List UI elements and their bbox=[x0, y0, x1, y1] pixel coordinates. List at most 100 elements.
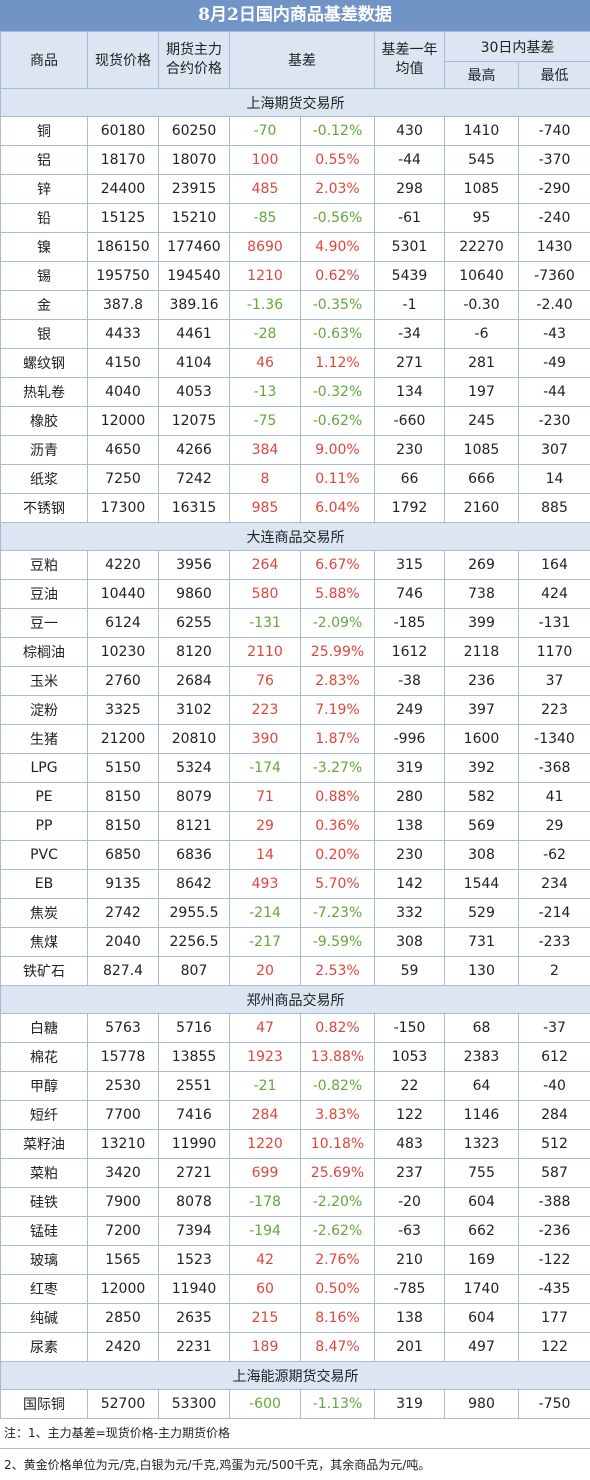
cell-basis: 8 bbox=[229, 464, 301, 494]
cell-futures: 11940 bbox=[158, 1274, 230, 1304]
cell-spot: 6124 bbox=[87, 608, 159, 638]
cell-spot: 3420 bbox=[87, 1158, 159, 1188]
cell-futures: 12075 bbox=[158, 406, 230, 436]
cell-30d-high: 980 bbox=[444, 1389, 519, 1419]
cell-basis: 2110 bbox=[229, 637, 301, 667]
cell-30d-low: -1340 bbox=[517, 724, 590, 754]
cell-spot: 3325 bbox=[87, 695, 159, 725]
cell-30d-low: 885 bbox=[517, 493, 590, 523]
cell-futures: 60250 bbox=[158, 116, 230, 146]
cell-30d-low: -62 bbox=[517, 840, 590, 870]
cell-commodity: 铅 bbox=[0, 203, 88, 233]
col-header-futures: 期货主力合约价格 bbox=[158, 31, 230, 89]
cell-basis-pct: 0.82% bbox=[300, 1013, 375, 1043]
cell-basis-1y-avg: 1612 bbox=[374, 637, 445, 667]
cell-basis-pct: -7.23% bbox=[300, 898, 375, 928]
cell-basis: 71 bbox=[229, 782, 301, 812]
cell-30d-high: 392 bbox=[444, 753, 519, 783]
col-header-high: 最高 bbox=[444, 61, 519, 89]
cell-commodity: 生猪 bbox=[0, 724, 88, 754]
cell-commodity: 热轧卷 bbox=[0, 377, 88, 407]
cell-futures: 2635 bbox=[158, 1303, 230, 1333]
cell-basis-pct: 2.83% bbox=[300, 666, 375, 696]
cell-30d-low: -290 bbox=[517, 174, 590, 204]
cell-spot: 10230 bbox=[87, 637, 159, 667]
table-row: 尿素 2420 2231 189 8.47% 201 497 122 bbox=[0, 1332, 590, 1362]
cell-commodity: 镍 bbox=[0, 232, 88, 262]
cell-30d-high: 269 bbox=[444, 550, 519, 580]
cell-commodity: PE bbox=[0, 782, 88, 812]
cell-30d-low: -233 bbox=[517, 927, 590, 957]
cell-basis-pct: -0.56% bbox=[300, 203, 375, 233]
table-row: 淀粉 3325 3102 223 7.19% 249 397 223 bbox=[0, 695, 590, 725]
table-row: 短纤 7700 7416 284 3.83% 122 1146 284 bbox=[0, 1100, 590, 1130]
cell-basis: 189 bbox=[229, 1332, 301, 1362]
cell-30d-high: 545 bbox=[444, 145, 519, 175]
table-row: 铁矿石 827.4 807 20 2.53% 59 130 2 bbox=[0, 956, 590, 986]
cell-30d-high: 245 bbox=[444, 406, 519, 436]
table-row: 纸浆 7250 7242 8 0.11% 66 666 14 bbox=[0, 464, 590, 494]
cell-30d-low: -388 bbox=[517, 1187, 590, 1217]
cell-spot: 8150 bbox=[87, 782, 159, 812]
cell-commodity: 沥青 bbox=[0, 435, 88, 465]
cell-basis-1y-avg: -34 bbox=[374, 319, 445, 349]
table-row: 玉米 2760 2684 76 2.83% -38 236 37 bbox=[0, 666, 590, 696]
cell-30d-low: 2 bbox=[517, 956, 590, 986]
cell-basis: -28 bbox=[229, 319, 301, 349]
cell-basis: -21 bbox=[229, 1071, 301, 1101]
cell-30d-low: 1170 bbox=[517, 637, 590, 667]
cell-futures: 11990 bbox=[158, 1129, 230, 1159]
cell-basis-1y-avg: 315 bbox=[374, 550, 445, 580]
cell-basis-pct: -0.63% bbox=[300, 319, 375, 349]
cell-basis-1y-avg: -996 bbox=[374, 724, 445, 754]
cell-futures: 8120 bbox=[158, 637, 230, 667]
cell-spot: 12000 bbox=[87, 1274, 159, 1304]
table-row: 菜籽油 13210 11990 1220 10.18% 483 1323 512 bbox=[0, 1129, 590, 1159]
cell-30d-high: 497 bbox=[444, 1332, 519, 1362]
cell-basis-pct: 2.53% bbox=[300, 956, 375, 986]
cell-basis-1y-avg: 298 bbox=[374, 174, 445, 204]
cell-spot: 21200 bbox=[87, 724, 159, 754]
cell-basis-1y-avg: 1792 bbox=[374, 493, 445, 523]
cell-basis: -70 bbox=[229, 116, 301, 146]
cell-basis: -174 bbox=[229, 753, 301, 783]
cell-spot: 2760 bbox=[87, 666, 159, 696]
cell-basis-pct: -2.09% bbox=[300, 608, 375, 638]
cell-basis-pct: -9.59% bbox=[300, 927, 375, 957]
cell-30d-low: 612 bbox=[517, 1042, 590, 1072]
cell-basis-pct: 0.55% bbox=[300, 145, 375, 175]
table-row: EB 9135 8642 493 5.70% 142 1544 234 bbox=[0, 869, 590, 899]
cell-basis-1y-avg: 280 bbox=[374, 782, 445, 812]
section-title: 大连商品交易所 bbox=[0, 522, 590, 551]
table-row: 国际铜 52700 53300 -600 -1.13% 319 980 -750 bbox=[0, 1389, 590, 1419]
cell-futures: 5716 bbox=[158, 1013, 230, 1043]
table-row: 银 4433 4461 -28 -0.63% -34 -6 -43 bbox=[0, 319, 590, 349]
cell-commodity: 螺纹钢 bbox=[0, 348, 88, 378]
cell-futures: 2684 bbox=[158, 666, 230, 696]
cell-30d-high: -0.30 bbox=[444, 290, 519, 320]
cell-basis: 46 bbox=[229, 348, 301, 378]
table-body: 上海期货交易所铜 60180 60250 -70 -0.12% 430 1410 -740 铝 1… bbox=[0, 88, 590, 1419]
cell-commodity: 锌 bbox=[0, 174, 88, 204]
cell-30d-low: 587 bbox=[517, 1158, 590, 1188]
cell-spot: 10440 bbox=[87, 579, 159, 609]
table-row: 不锈钢 17300 16315 985 6.04% 1792 2160 885 bbox=[0, 493, 590, 523]
cell-futures: 23915 bbox=[158, 174, 230, 204]
cell-commodity: 焦煤 bbox=[0, 927, 88, 957]
cell-basis-pct: 0.11% bbox=[300, 464, 375, 494]
cell-30d-low: -740 bbox=[517, 116, 590, 146]
cell-basis: -1.36 bbox=[229, 290, 301, 320]
cell-basis-1y-avg: 230 bbox=[374, 840, 445, 870]
cell-30d-high: 1085 bbox=[444, 174, 519, 204]
footnote-divider bbox=[0, 1448, 590, 1449]
cell-futures: 7416 bbox=[158, 1100, 230, 1130]
cell-basis: -217 bbox=[229, 927, 301, 957]
cell-30d-low: 234 bbox=[517, 869, 590, 899]
cell-30d-high: 236 bbox=[444, 666, 519, 696]
cell-futures: 4053 bbox=[158, 377, 230, 407]
cell-spot: 195750 bbox=[87, 261, 159, 291]
cell-basis-1y-avg: -660 bbox=[374, 406, 445, 436]
table-row: PE 8150 8079 71 0.88% 280 582 41 bbox=[0, 782, 590, 812]
table-row: 橡胶 12000 12075 -75 -0.62% -660 245 -230 bbox=[0, 406, 590, 436]
basis-table: 商品 现货价格 期货主力合约价格 基差 基差一年均值 30日内基差 最高 最低 … bbox=[0, 31, 590, 1419]
